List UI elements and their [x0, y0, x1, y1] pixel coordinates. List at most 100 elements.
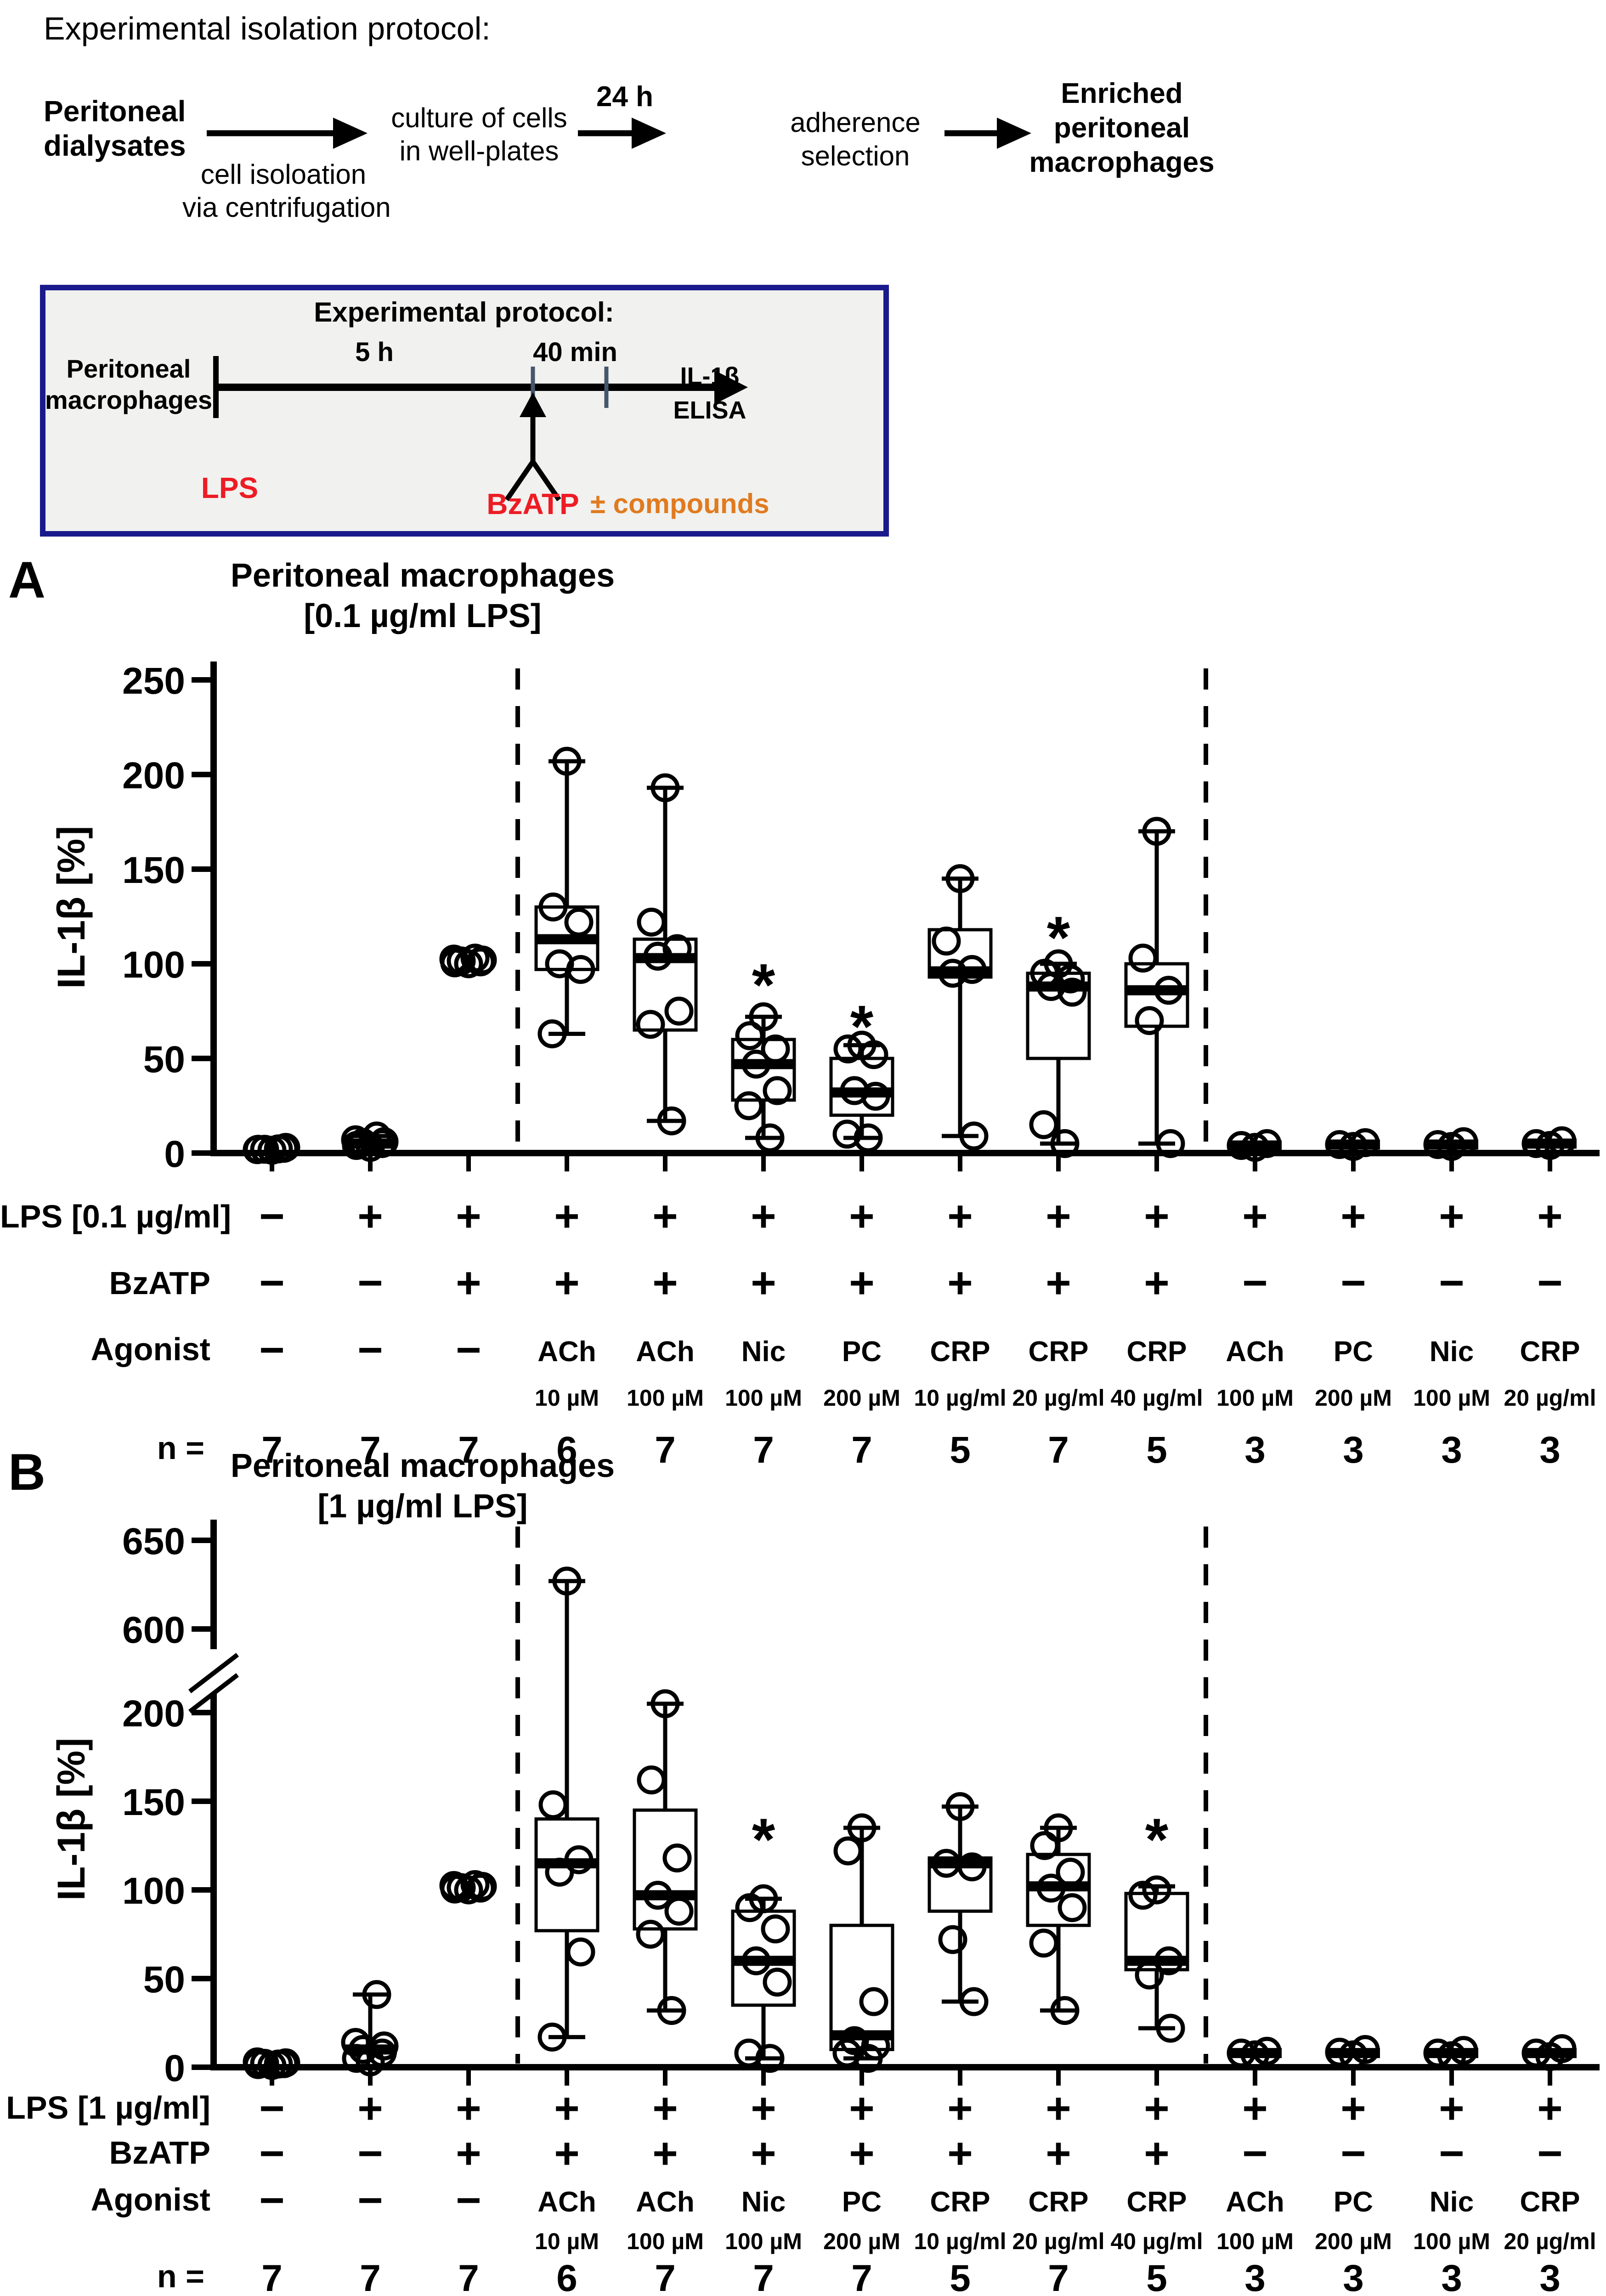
- bzatp-symbol: +: [456, 2129, 481, 2178]
- y-tick-label: 0: [164, 1133, 185, 1175]
- lps-symbol: +: [751, 1192, 776, 1241]
- n-value: 3: [1539, 1429, 1561, 1471]
- data-point: [1135, 1006, 1164, 1035]
- data-point: [959, 1121, 989, 1151]
- bzatp-symbol: +: [1144, 1259, 1169, 1307]
- bzatp-symbol: +: [554, 2129, 579, 2178]
- significance-asterisk: *: [752, 1806, 775, 1873]
- boxplot-group: [534, 1566, 599, 2052]
- boxplot-group: [927, 1792, 993, 2016]
- flow-arrow-2-icon: [578, 118, 666, 149]
- concentration-label: 40 µg/ml: [1110, 1385, 1203, 1411]
- data-point: [341, 2028, 370, 2057]
- protocol-readout-line1: IL-1β: [680, 362, 740, 390]
- agonist-label: CRP: [930, 1336, 990, 1368]
- concentration-label: 200 µM: [1315, 2228, 1392, 2254]
- data-point: [1057, 1893, 1087, 1923]
- agonist-label: ACh: [636, 1336, 694, 1368]
- data-point: [552, 1566, 582, 1596]
- data-point: [847, 1813, 877, 1843]
- agonist-label: PC: [1334, 1336, 1373, 1368]
- agonist-label: ACh: [1226, 1336, 1284, 1368]
- agonist-label: CRP: [1029, 1336, 1089, 1368]
- bzatp-symbol: −: [1242, 1259, 1267, 1307]
- agonist-label: PC: [842, 1336, 882, 1368]
- n-value: 7: [753, 2257, 774, 2296]
- data-point: [859, 1040, 888, 1069]
- boxplot-group: [439, 1870, 497, 1905]
- data-point: [657, 1106, 686, 1136]
- data-point: [564, 907, 594, 937]
- y-tick-label: 150: [122, 849, 185, 891]
- concentration-label: 100 µM: [627, 2228, 704, 2254]
- lps-symbol: −: [259, 1192, 284, 1241]
- data-point: [439, 1871, 469, 1900]
- data-point: [1057, 978, 1087, 1007]
- bzatp-symbol: +: [456, 1259, 481, 1307]
- axis-break-slash-icon: [188, 1673, 239, 1714]
- data-point: [1142, 817, 1171, 846]
- n-value: 7: [360, 1429, 381, 1471]
- bzatp-symbol: −: [1439, 1259, 1464, 1307]
- y-tick-label: 200: [122, 1693, 185, 1735]
- concentration-label: 40 µg/ml: [1110, 2228, 1203, 2254]
- bzatp-symbol: +: [1046, 2129, 1071, 2178]
- data-point: [362, 1980, 391, 2009]
- lps-symbol: +: [1046, 1192, 1071, 1241]
- concentration-label: 20 µg/ml: [1012, 1385, 1104, 1411]
- boxplot-group: [1521, 1126, 1577, 1160]
- data-point: [1449, 2036, 1478, 2065]
- n-value: 7: [851, 2257, 872, 2296]
- agonist-label: −: [357, 2176, 383, 2225]
- bzatp-symbol: −: [1537, 2129, 1562, 2178]
- lps-symbol: +: [456, 1192, 481, 1241]
- protocol-readout-line2: ELISA: [673, 396, 746, 424]
- panel-b-bzatp-row-label: BzATP: [109, 2135, 210, 2171]
- panel-b-n-row-label: n =: [157, 2258, 204, 2294]
- data-point: [537, 2022, 567, 2052]
- lps-symbol: −: [259, 2084, 284, 2133]
- data-point: [761, 1914, 790, 1944]
- boxplot-group: [731, 1002, 796, 1153]
- n-value: 5: [950, 1429, 971, 1471]
- data-point: [637, 907, 666, 937]
- data-point: [734, 1091, 763, 1120]
- protocol-compounds-label: ± compounds: [590, 488, 769, 519]
- flow-step3-line1: adherence: [790, 107, 921, 138]
- lps-symbol: +: [947, 1192, 973, 1241]
- lps-symbol: +: [652, 2084, 678, 2133]
- agonist-label: −: [259, 2176, 284, 2225]
- panel-a-letter: A: [8, 551, 45, 609]
- n-value: 5: [1146, 2257, 1167, 2296]
- data-point: [1030, 959, 1059, 988]
- lps-symbol: +: [1537, 1192, 1562, 1241]
- data-point: [643, 1881, 673, 1910]
- boxplot-group: [439, 944, 497, 978]
- data-point: [1029, 1110, 1058, 1139]
- panel-b-lps-row-label: LPS [1 µg/ml]: [6, 2090, 210, 2126]
- concentration-label: 100 µM: [1216, 1385, 1294, 1411]
- data-point: [749, 1002, 778, 1031]
- n-value: 5: [1146, 1429, 1167, 1471]
- boxplot-group: [633, 773, 698, 1136]
- n-value: 3: [1244, 2257, 1266, 2296]
- n-value: 3: [1539, 2257, 1561, 2296]
- data-point: [755, 2044, 785, 2073]
- bzatp-symbol: +: [1144, 2129, 1169, 2178]
- agonist-label: CRP: [930, 2186, 990, 2218]
- panel-a-plot: 0 50 100 150 200 250 − − − 7 + − − 7 + + − 7 + + ACh 10 µM 6 + +…: [122, 660, 1600, 1471]
- panel-b-letter: B: [8, 1443, 45, 1501]
- n-value: 6: [556, 1429, 577, 1471]
- protocol-cells-line2: macrophages: [45, 385, 213, 414]
- data-point: [650, 1689, 680, 1719]
- lps-symbol: +: [1242, 2084, 1267, 2133]
- flow-result-line3: macrophages: [1029, 147, 1215, 178]
- panel-a-title-line1: Peritoneal macrophages: [230, 557, 615, 594]
- data-point: [741, 1049, 771, 1079]
- agonist-label: PC: [842, 2186, 882, 2218]
- data-point: [369, 1127, 399, 1156]
- y-tick-label: 200: [122, 755, 185, 797]
- boxplot-group: [731, 1884, 796, 2073]
- data-point: [1351, 1128, 1380, 1157]
